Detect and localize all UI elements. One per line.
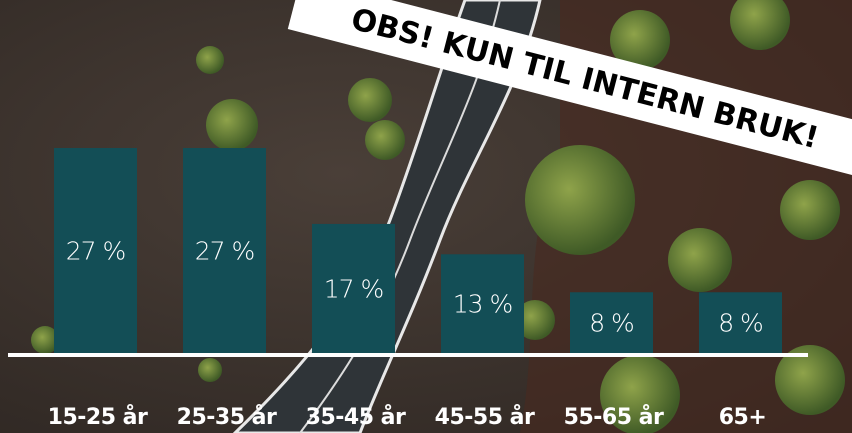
x-tick-label: 55-65 år xyxy=(564,404,664,430)
banner-band xyxy=(287,0,852,180)
bar xyxy=(183,148,266,353)
value-label: 27 % xyxy=(195,237,255,266)
value-label: 27 % xyxy=(66,237,126,266)
value-label: 13 % xyxy=(453,290,513,319)
bar xyxy=(570,292,653,353)
value-label: 8 % xyxy=(589,309,634,338)
x-tick-label: 45-55 år xyxy=(435,404,535,430)
x-tick-label: 65+ xyxy=(719,405,767,430)
bar xyxy=(699,292,782,353)
x-tick-label: 35-45 år xyxy=(306,404,406,430)
bar xyxy=(441,254,524,353)
value-label: 8 % xyxy=(718,309,763,338)
value-label: 17 % xyxy=(324,274,384,303)
bar xyxy=(54,148,137,353)
x-tick-label: 25-35 år xyxy=(177,404,277,430)
x-tick-label: 15-25 år xyxy=(48,404,148,430)
bar xyxy=(312,223,395,353)
